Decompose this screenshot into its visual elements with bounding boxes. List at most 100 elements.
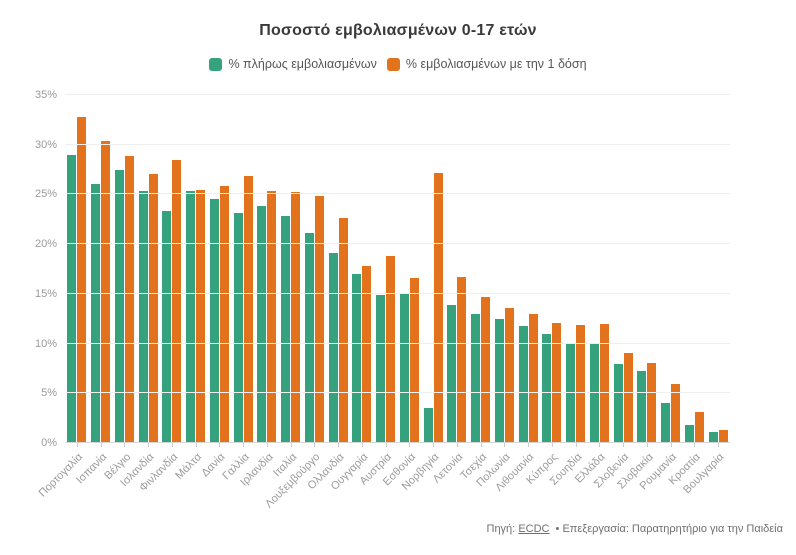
fully-vaccinated-bar	[637, 371, 647, 443]
x-axis-tick	[718, 443, 720, 447]
x-axis-tick	[124, 443, 126, 447]
fully-vaccinated-bar	[708, 432, 718, 443]
first-dose-bar	[671, 384, 681, 443]
legend-label: % εμβολιασμένων με την 1 δόση	[405, 57, 587, 71]
bar-group-20: Λιθουανία	[494, 95, 540, 494]
first-dose-bar	[599, 323, 609, 443]
x-axis-tick	[361, 443, 363, 447]
x-axis-tick	[385, 443, 387, 447]
bar-group-9: Ιρλανδία	[238, 95, 279, 489]
bar-group-10: Ιταλία	[271, 95, 303, 479]
bar-group-6: Μάλτα	[173, 95, 208, 482]
x-axis-tick	[504, 443, 506, 447]
legend-item-fully-vaccinated: % πλήρως εμβολιασμένων	[209, 57, 377, 71]
fully-vaccinated-bar	[67, 154, 77, 443]
fully-vaccinated-bar	[494, 318, 504, 443]
first-dose-bar	[552, 322, 562, 443]
first-dose-bar	[433, 172, 443, 443]
y-axis-tick-label: 10%	[34, 337, 57, 350]
fully-vaccinated-bar	[281, 216, 291, 443]
fully-vaccinated-bar	[257, 206, 267, 443]
fully-vaccinated-bar	[233, 213, 243, 443]
gridline-15	[65, 292, 730, 294]
bar-group-28: Βουλγαρία	[681, 95, 730, 496]
bar-group-15: Εσθονία	[381, 95, 422, 488]
first-dose-bar	[338, 218, 348, 443]
bar-group-13: Ουγγαρία	[329, 95, 374, 493]
gridline-5	[65, 392, 730, 394]
first-dose-bar	[504, 307, 514, 443]
y-axis-tick-label: 0%	[41, 437, 57, 449]
bar-group-4: Ισλανδία	[118, 95, 160, 489]
y-axis-tick-label: 15%	[34, 287, 57, 300]
bar-group-1: Πορτογαλία	[37, 95, 89, 500]
gridline-25	[65, 193, 730, 195]
bar-group-14: Αυστρία	[358, 95, 398, 487]
first-dose-bar	[647, 363, 657, 443]
first-dose-bar	[219, 186, 229, 443]
first-dose-bar	[457, 276, 467, 443]
first-dose-bar	[314, 196, 324, 443]
x-axis-tick	[670, 443, 672, 447]
x-axis-tick	[528, 443, 530, 447]
fully-vaccinated-bar	[304, 233, 314, 443]
x-axis-tick	[243, 443, 245, 447]
fully-vaccinated-bar	[114, 169, 124, 443]
bar-group-21: Κύπρος	[525, 95, 564, 487]
x-axis-tick	[551, 443, 553, 447]
y-axis-tick-label: 5%	[41, 387, 57, 400]
x-axis-tick	[171, 443, 173, 447]
source-link-ecdc[interactable]: ECDC	[518, 523, 550, 535]
bar-group-5: Φινλανδία	[137, 95, 184, 494]
first-dose-bar	[77, 116, 87, 443]
chart-legend: % πλήρως εμβολιασμένων % εμβολιασμένων μ…	[0, 57, 796, 71]
x-axis-tick	[338, 443, 340, 447]
y-axis-tick-label: 20%	[34, 238, 57, 251]
plot-area: Πορτογαλία Ισπανία Βέλγιο Ισλανδία Φινλανδία…	[35, 89, 730, 510]
fully-vaccinated-bar	[447, 304, 457, 443]
x-axis-tick	[646, 443, 648, 447]
first-dose-bar	[409, 277, 419, 443]
bar-group-24: Σλοβενία	[592, 95, 635, 490]
bar-group-11: Λουξεμβούργο	[263, 95, 327, 510]
x-axis-tick	[148, 443, 150, 447]
fully-vaccinated-bar	[328, 253, 338, 443]
x-axis-tick	[100, 443, 102, 447]
legend-item-first-dose: % εμβολιασμένων με την 1 δόση	[386, 57, 587, 71]
legend-swatch-green	[209, 57, 223, 71]
gridline-35	[65, 94, 730, 95]
fully-vaccinated-bar	[399, 292, 409, 443]
x-axis-tick	[694, 443, 696, 447]
fully-vaccinated-bar	[423, 408, 433, 443]
bar-group-8: Γαλλία	[220, 95, 255, 482]
first-dose-bar	[694, 412, 704, 443]
first-dose-bar	[718, 430, 728, 443]
bar-group-7: Δανία	[200, 95, 232, 479]
x-axis-tick	[599, 443, 601, 447]
x-axis-tick	[195, 443, 197, 447]
first-dose-bar	[267, 191, 277, 443]
first-dose-bar	[196, 190, 206, 443]
x-axis-tick	[480, 443, 482, 447]
x-axis-tick	[76, 443, 78, 447]
x-axis-tick	[623, 443, 625, 447]
first-dose-bar	[148, 173, 158, 443]
bar-group-27: Κροατία	[667, 95, 707, 487]
bar-group-2: Ισπανία	[74, 95, 113, 486]
x-axis-tick	[290, 443, 292, 447]
bar-group-26: Ρουμανία	[638, 95, 683, 492]
first-dose-bar	[362, 266, 372, 443]
bar-group-18: Τσεχία	[458, 95, 493, 482]
y-axis-tick-label: 30%	[34, 138, 57, 151]
x-axis-tick	[314, 443, 316, 447]
bar-series-container: Πορτογαλία Ισπανία Βέλγιο Ισλανδία Φινλανδία…	[37, 95, 730, 510]
fully-vaccinated-bar	[376, 294, 386, 443]
x-axis-tick	[433, 443, 435, 447]
y-axis-tick-label: 35%	[34, 89, 57, 101]
fully-vaccinated-bar	[91, 183, 101, 443]
fully-vaccinated-bar	[186, 191, 196, 443]
first-dose-bar	[576, 324, 586, 443]
fully-vaccinated-bar	[661, 403, 671, 443]
first-dose-bar	[101, 140, 111, 443]
